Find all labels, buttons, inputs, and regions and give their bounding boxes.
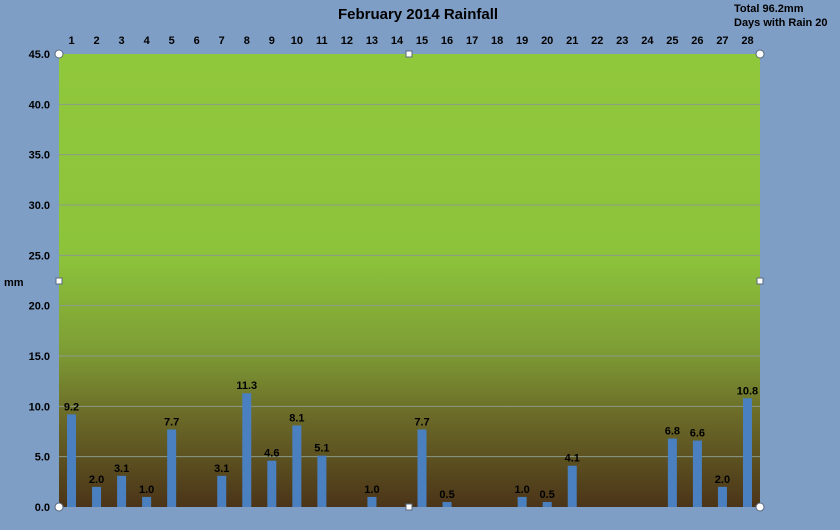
y-tick-label: 0.0 (35, 502, 50, 514)
x-tick-label: 26 (691, 35, 703, 47)
bar (217, 475, 227, 507)
data-label: 1.0 (139, 484, 154, 496)
y-tick-label: 25.0 (29, 250, 50, 262)
resize-handle-top-left[interactable] (54, 49, 64, 59)
y-tick-label: 10.0 (29, 401, 50, 413)
x-tick-label: 19 (516, 35, 528, 47)
data-label: 9.2 (64, 401, 79, 413)
x-tick-label: 4 (144, 35, 151, 47)
chart-title: February 2014 Rainfall (338, 6, 498, 23)
x-tick-label: 7 (219, 35, 225, 47)
y-axis-label: mm (4, 277, 24, 289)
x-tick-label: 22 (591, 35, 603, 47)
y-tick-label: 20.0 (29, 301, 50, 313)
data-label: 8.1 (289, 412, 304, 424)
resize-handle-middle-left[interactable] (55, 277, 63, 285)
gridlines (59, 103, 760, 458)
y-tick-label: 15.0 (29, 351, 50, 363)
x-tick-label: 11 (316, 35, 328, 47)
x-tick-label: 17 (466, 35, 478, 47)
x-tick-label: 27 (716, 35, 728, 47)
bar (417, 429, 427, 507)
total-rainfall-text: Total 96.2mm (734, 3, 804, 15)
data-label: 3.1 (214, 463, 229, 475)
data-label: 10.8 (737, 385, 758, 397)
y-tick-label: 40.0 (29, 99, 50, 111)
x-tick-label: 3 (119, 35, 125, 47)
x-tick-label: 28 (741, 35, 753, 47)
resize-handle-top-center[interactable] (405, 50, 413, 58)
y-axis-tick-labels: 0.0 5.0 10.0 15.0 20.0 25.0 30.0 35.0 40.0 45.0 (29, 49, 50, 514)
bar (667, 438, 677, 507)
bar (542, 501, 552, 507)
resize-handle-middle-right[interactable] (756, 277, 764, 285)
x-tick-label: 18 (491, 35, 503, 47)
y-tick-label: 45.0 (29, 49, 50, 61)
bar (67, 414, 77, 507)
bar (567, 465, 577, 507)
data-label: 4.1 (565, 453, 580, 465)
plot-area (59, 54, 760, 507)
bar (442, 501, 452, 507)
bar (242, 393, 252, 507)
x-tick-label: 8 (244, 35, 250, 47)
x-tick-label: 20 (541, 35, 553, 47)
data-label: 7.7 (164, 416, 179, 428)
x-tick-label: 16 (441, 35, 453, 47)
resize-handle-top-right[interactable] (755, 49, 765, 59)
bar (692, 440, 702, 507)
bar (292, 425, 302, 507)
x-tick-label: 12 (341, 35, 353, 47)
bar (517, 496, 527, 507)
x-tick-label: 10 (291, 35, 303, 47)
resize-handle-bottom-left[interactable] (54, 502, 64, 512)
data-label: 4.6 (264, 448, 279, 460)
data-label: 7.7 (414, 416, 429, 428)
data-label: 3.1 (114, 463, 129, 475)
data-label: 6.8 (665, 426, 680, 438)
x-tick-label: 21 (566, 35, 578, 47)
selection-handles[interactable] (54, 49, 765, 512)
bar (717, 486, 727, 507)
x-tick-label: 23 (616, 35, 628, 47)
data-label: 1.0 (364, 484, 379, 496)
x-tick-label: 5 (169, 35, 175, 47)
bar (317, 455, 327, 507)
bar (367, 496, 377, 507)
bar (167, 429, 177, 507)
bar (742, 398, 752, 507)
data-label: 5.1 (314, 443, 329, 455)
y-tick-label: 5.0 (35, 452, 50, 464)
y-tick-label: 30.0 (29, 200, 50, 212)
bar (142, 496, 152, 507)
x-tick-label: 13 (366, 35, 378, 47)
x-axis-tick-labels: 1 2 3 4 5 6 7 8 9 10 11 12 13 14 15 16 17 18 19 20 21 22 23 24 2… (68, 35, 753, 47)
data-label: 2.0 (89, 474, 104, 486)
data-label: 0.5 (439, 489, 454, 501)
x-tick-label: 15 (416, 35, 428, 47)
bars (67, 393, 752, 507)
x-tick-label: 24 (641, 35, 654, 47)
x-tick-label: 25 (666, 35, 678, 47)
x-tick-label: 2 (93, 35, 99, 47)
y-tick-label: 35.0 (29, 150, 50, 162)
x-tick-label: 1 (68, 35, 74, 47)
data-label: 11.3 (236, 380, 257, 392)
bar (267, 460, 277, 507)
data-labels: 9.2 2.0 3.1 1.0 7.7 3.1 11.3 4.6 8.1 5.1 1.0 7.7 0.5… (64, 380, 758, 501)
bar (117, 475, 127, 507)
data-label: 6.6 (690, 428, 705, 440)
x-tick-label: 14 (391, 35, 404, 47)
resize-handle-bottom-right[interactable] (755, 502, 765, 512)
days-with-rain-text: Days with Rain 20 (734, 17, 828, 29)
x-tick-label: 6 (194, 35, 200, 47)
x-tick-label: 9 (269, 35, 275, 47)
data-label: 1.0 (515, 484, 530, 496)
data-label: 2.0 (715, 474, 730, 486)
data-label: 0.5 (540, 489, 555, 501)
resize-handle-bottom-center[interactable] (405, 503, 413, 511)
bar (92, 486, 102, 507)
